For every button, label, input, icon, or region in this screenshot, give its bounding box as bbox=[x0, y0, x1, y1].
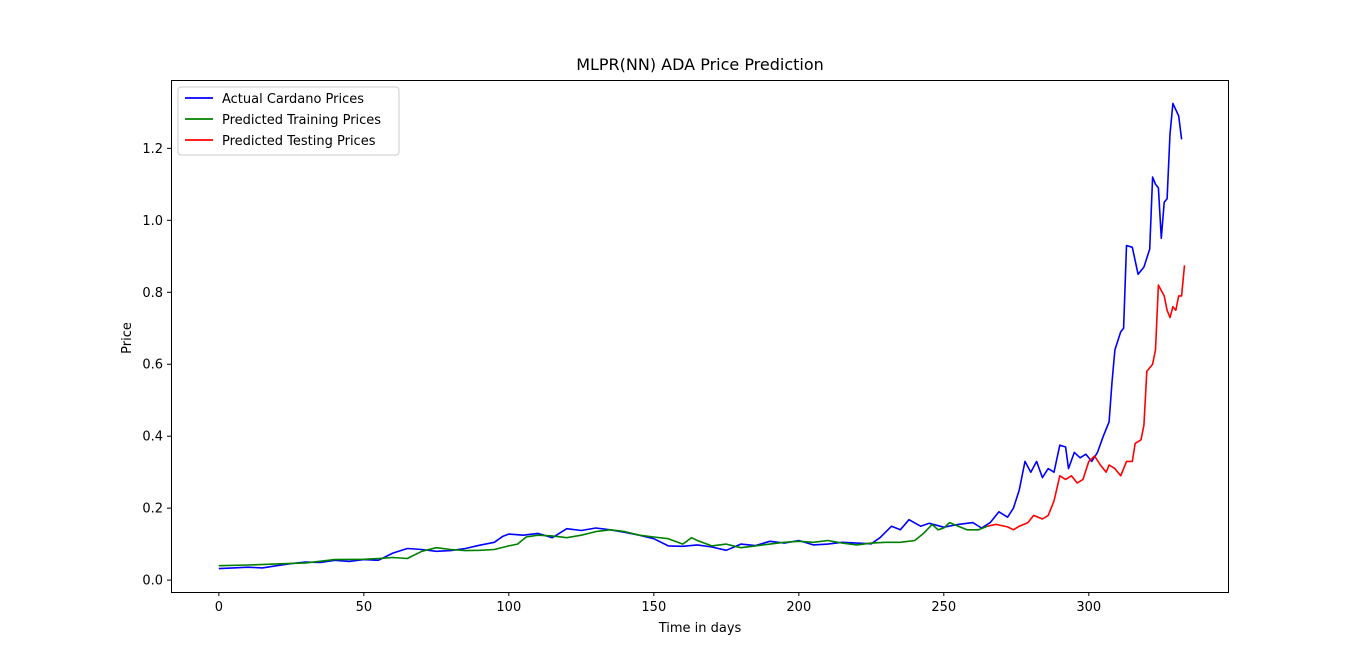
series-line-1 bbox=[218, 521, 988, 567]
axis-ticks: 0 50 100 150 200 250 300 0.0 0.2 0.4 0.6 0.8 1.0 1.2 bbox=[142, 142, 1101, 615]
x-tick-label: 100 bbox=[496, 600, 521, 615]
y-axis-label: Price bbox=[120, 322, 135, 354]
plot-frame bbox=[171, 80, 1229, 593]
series-line-2 bbox=[987, 265, 1186, 531]
y-tick-label: 1.2 bbox=[142, 142, 163, 157]
legend-label-1: Predicted Training Prices bbox=[222, 113, 381, 128]
x-tick-label: 50 bbox=[356, 600, 373, 615]
series-line-0 bbox=[218, 102, 1183, 570]
legend-box bbox=[177, 86, 400, 156]
y-tick-label: 0.6 bbox=[142, 358, 163, 373]
chart-title: MLPR(NN) ADA Price Prediction bbox=[576, 55, 824, 74]
y-tick-label: 0.8 bbox=[142, 286, 163, 301]
series-lines bbox=[218, 102, 1186, 570]
x-tick-label: 150 bbox=[641, 600, 666, 615]
x-tick-label: 250 bbox=[931, 600, 956, 615]
x-tick-label: 200 bbox=[786, 600, 811, 615]
legend-label-2: Predicted Testing Prices bbox=[222, 134, 376, 149]
y-tick-label: 0.4 bbox=[142, 430, 163, 445]
x-tick-label: 0 bbox=[215, 600, 223, 615]
y-tick-label: 0.0 bbox=[142, 574, 163, 589]
x-axis-label: Time in days bbox=[658, 621, 742, 636]
y-tick-label: 1.0 bbox=[142, 214, 163, 229]
y-tick-label: 0.2 bbox=[142, 502, 163, 517]
legend: Actual Cardano Prices Predicted Training … bbox=[177, 86, 400, 156]
legend-label-0: Actual Cardano Prices bbox=[222, 92, 364, 107]
x-tick-label: 300 bbox=[1076, 600, 1101, 615]
